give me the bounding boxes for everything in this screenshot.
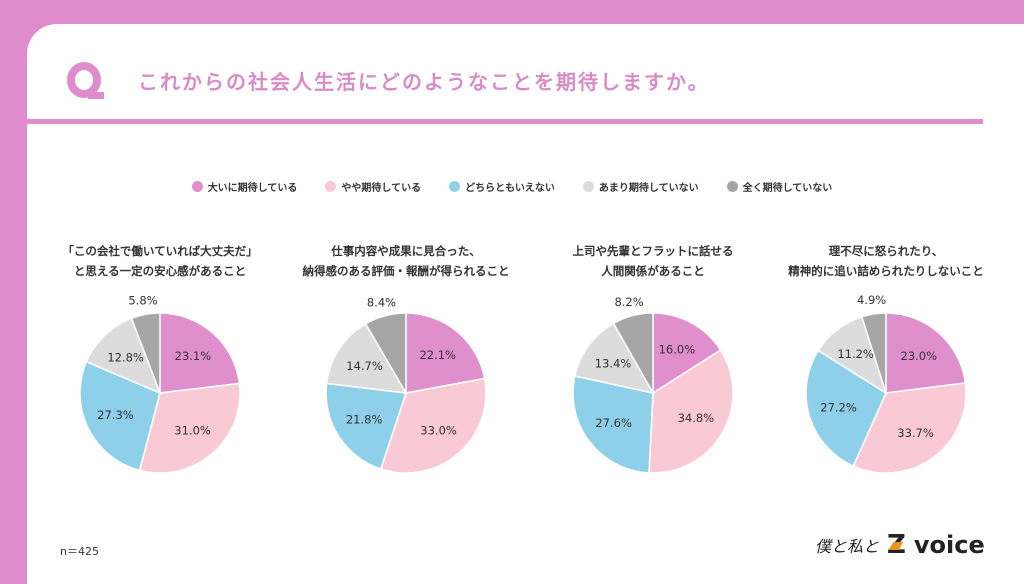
data-label: 23.0% <box>901 349 938 363</box>
pie-slice <box>612 312 654 396</box>
chart-title: 仕事内容や成果に見合った、納得感のある評価・報酬が得られること <box>286 241 526 281</box>
q-icon <box>67 62 104 99</box>
data-label: 27.2% <box>820 400 857 414</box>
legend-item: やや期待している <box>325 179 421 194</box>
question-title: これからの社会人生活にどのようなことを期待しますか。 <box>138 70 710 94</box>
legend-item: あまり期待していない <box>582 179 699 194</box>
data-label: 5.8% <box>128 294 157 308</box>
legend-swatch <box>726 181 738 192</box>
chart-title-line: 人間関係があること <box>601 264 705 278</box>
chart-title-line: 「この会社で働いていれば大丈夫だ」 <box>62 244 258 258</box>
logo-handwritten: 僕と私と <box>815 537 880 556</box>
pie-slice <box>572 375 654 474</box>
legend: 大いに期待している やや期待している どちらともいえない あまり期待していない 全く期待… <box>0 179 1024 194</box>
legend-item: 全く期待していない <box>726 179 833 194</box>
legend-swatch <box>582 181 594 192</box>
pie-slice <box>85 317 162 395</box>
content-panel <box>27 24 1024 584</box>
pie-slice <box>805 349 887 468</box>
pie-slice <box>159 312 241 394</box>
legend-label: どちらともいえない <box>465 183 555 194</box>
legend-label: 全く期待していない <box>742 183 833 194</box>
pie-slice <box>405 312 486 394</box>
legend-label: あまり期待していない <box>598 183 699 194</box>
logo-z: Z <box>887 530 906 560</box>
pie-slice <box>138 382 241 474</box>
data-label: 4.9% <box>857 293 886 307</box>
legend-label: 大いに期待している <box>207 183 298 194</box>
data-label: 8.2% <box>614 295 643 309</box>
data-label: 31.0% <box>174 423 211 437</box>
chart-title: 理不尽に怒られたり、精神的に追い詰められたりしないこと <box>766 241 1006 281</box>
chart-title-line: と思える一定の安心感があること <box>73 264 247 278</box>
sample-size: n＝425 <box>60 545 99 558</box>
pie-slice <box>325 322 408 394</box>
data-label: 21.8% <box>346 413 383 427</box>
data-label: 23.1% <box>175 349 212 363</box>
chart-title-line: 上司や先輩とフラットに話せる <box>572 244 734 258</box>
pie-slice <box>852 382 967 474</box>
chart-title-line: 精神的に追い詰められたりしないこと <box>788 264 984 278</box>
pie-slice <box>79 360 161 472</box>
legend-item: 大いに期待している <box>191 179 298 194</box>
data-label: 27.3% <box>97 408 134 422</box>
legend-swatch <box>191 181 203 192</box>
pie-slice <box>130 312 161 394</box>
data-label: 12.8% <box>107 350 144 364</box>
chart-title-line: 理不尽に怒られたり、 <box>828 244 944 258</box>
data-label: 27.6% <box>595 416 632 430</box>
pie-slice <box>573 322 655 395</box>
chart-title: 「この会社で働いていれば大丈夫だ」 と思える一定の安心感があること <box>40 241 280 281</box>
logo-voice: voice <box>913 531 985 559</box>
pie-slice <box>885 312 967 394</box>
chart-title-line: 納得感のある評価・報酬が得られること <box>302 264 510 278</box>
data-label: 33.0% <box>420 423 457 437</box>
legend-swatch <box>325 181 337 192</box>
legend-item: どちらともいえない <box>449 179 555 194</box>
logo: 僕と私と Z voice <box>815 530 985 560</box>
chart-title: 上司や先輩とフラットに話せる 人間関係があること <box>533 241 773 281</box>
data-label: 34.8% <box>678 411 715 425</box>
data-label: 11.2% <box>837 347 874 361</box>
data-label: 33.7% <box>897 426 934 440</box>
pie-slice <box>325 382 408 470</box>
pie-slice <box>648 349 734 474</box>
title-divider <box>27 119 983 124</box>
data-label: 14.7% <box>346 359 383 373</box>
data-label: 13.4% <box>595 357 632 371</box>
pie-slice <box>652 312 722 395</box>
data-label: 8.4% <box>367 295 396 309</box>
chart-title-line: 仕事内容や成果に見合った、 <box>331 244 481 258</box>
pie-slice <box>860 312 887 394</box>
pie-slice <box>364 312 407 396</box>
data-label: 16.0% <box>659 343 696 357</box>
legend-label: やや期待している <box>341 183 422 194</box>
legend-swatch <box>449 181 461 192</box>
data-label: 22.1% <box>419 348 456 362</box>
pie-slice <box>379 377 487 474</box>
